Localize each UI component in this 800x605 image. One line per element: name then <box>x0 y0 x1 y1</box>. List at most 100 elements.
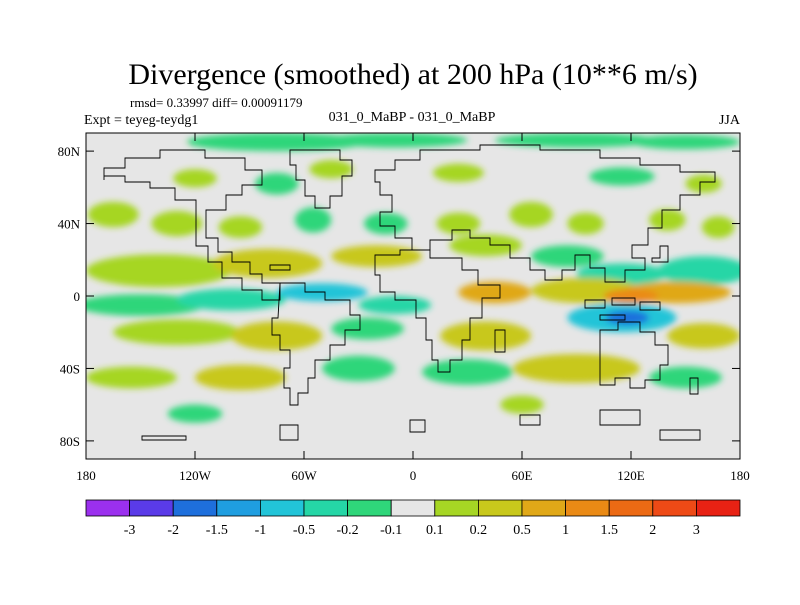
field-region-39 <box>440 321 532 351</box>
x-tick-label-3: 0 <box>410 468 417 483</box>
coast-new-zealand <box>689 377 699 395</box>
field-region-12 <box>151 210 203 237</box>
colorbar-swatch-5 <box>303 499 348 517</box>
coast-north-america <box>103 149 281 301</box>
coast-caribbean <box>269 264 291 271</box>
y-axis: 80N 40N 0 40S 80S <box>58 144 740 449</box>
colorbar-swatch-10 <box>521 499 566 517</box>
colorbar-swatch-0 <box>85 499 130 517</box>
field-region-25 <box>531 245 604 268</box>
stats-text: rmsd= 0.33997 diff= 0.00091179 <box>130 95 302 110</box>
field-region-31 <box>358 296 432 315</box>
coastline-outline <box>103 144 716 441</box>
experiment-label: Expt = teyeg-teydg1 <box>84 113 198 128</box>
field-region-11 <box>87 201 139 228</box>
colorbar-swatch-14 <box>696 499 741 517</box>
field-region-2 <box>322 133 468 148</box>
field-region-36 <box>113 319 241 345</box>
colorbar: -3 -2 -1.5 -1 -0.5 -0.2 -0.1 0.1 0.2 0.5 1 1.5 2 3 <box>85 499 741 538</box>
colorbar-label-6: -0.1 <box>380 523 402 538</box>
colorbar-swatch-13 <box>652 499 697 517</box>
field-region-7 <box>309 160 354 179</box>
field-region-24 <box>449 234 522 257</box>
colorbar-swatch-12 <box>608 499 654 517</box>
colorbar-label-12: 2 <box>649 523 656 538</box>
field-region-4 <box>631 134 740 150</box>
field-region-22 <box>213 248 323 278</box>
x-tick-label-4: 60E <box>512 468 533 483</box>
field-region-21 <box>86 254 232 287</box>
field-region-1 <box>185 133 368 152</box>
coast-indonesia <box>584 297 661 321</box>
field-region-49 <box>167 404 223 423</box>
field-region-17 <box>509 201 553 228</box>
field-region-23 <box>331 245 423 268</box>
field-region-16 <box>436 212 481 235</box>
field-region-29 <box>176 288 286 311</box>
divergence-field <box>86 133 740 423</box>
colorbar-swatch-2 <box>172 499 218 517</box>
field-region-32 <box>458 281 532 304</box>
x-tick-label-6: 180 <box>730 468 750 483</box>
x-axis: 180 120W 60W 0 60E 120E 180 <box>76 133 750 483</box>
colorbar-swatch-6 <box>347 499 392 517</box>
field-region-42 <box>667 323 740 349</box>
field-region-38 <box>331 317 404 340</box>
field-region-46 <box>422 359 513 385</box>
y-tick-label-0: 80N <box>58 144 81 159</box>
field-region-9 <box>589 167 655 186</box>
colorbar-label-2: -1.5 <box>206 523 228 538</box>
colorbar-label-9: 0.5 <box>513 523 531 538</box>
colorbar-label-0: -3 <box>124 523 136 538</box>
season-label: JJA <box>719 113 741 128</box>
colorbar-swatch-9 <box>477 499 523 517</box>
field-region-50 <box>500 395 544 414</box>
colorbar-label-10: 1 <box>562 523 569 538</box>
colorbar-swatch-7 <box>390 499 436 517</box>
colorbar-label-13: 3 <box>693 523 700 538</box>
y-tick-label-3: 40S <box>60 361 80 376</box>
y-tick-label-4: 80S <box>60 434 80 449</box>
x-tick-label-1: 120W <box>179 468 212 483</box>
field-region-13 <box>218 216 263 239</box>
field-region-44 <box>195 364 286 391</box>
field-region-14 <box>294 207 332 233</box>
field-region-10 <box>685 174 722 193</box>
x-tick-label-2: 60W <box>291 468 317 483</box>
coast-japan <box>651 245 669 263</box>
colorbar-label-1: -2 <box>167 523 179 538</box>
field-region-37 <box>231 321 323 351</box>
colorbar-swatch-8 <box>434 499 479 517</box>
field-region-5 <box>173 169 217 188</box>
field-region-6 <box>254 172 299 195</box>
field-region-35 <box>603 288 659 304</box>
field-region-20 <box>701 216 735 239</box>
colorbar-label-3: -1 <box>255 523 267 538</box>
coast-australia <box>599 321 669 389</box>
field-region-8 <box>432 163 484 182</box>
field-region-43 <box>86 366 177 389</box>
colorbar-swatch-11 <box>565 499 610 517</box>
field-region-28 <box>86 294 205 316</box>
y-tick-label-2: 0 <box>74 289 81 304</box>
x-tick-label-0: 180 <box>76 468 96 483</box>
field-region-48 <box>649 366 722 389</box>
field-region-27 <box>658 256 740 286</box>
colorbar-label-7: 0.1 <box>426 523 444 538</box>
chart-title: Divergence (smoothed) at 200 hPa (10**6 … <box>128 58 697 91</box>
colorbar-label-5: -0.2 <box>337 523 359 538</box>
coast-south-america <box>271 282 361 406</box>
colorbar-label-8: 0.2 <box>470 523 488 538</box>
colorbar-swatch-3 <box>216 499 261 517</box>
plot-area <box>86 133 740 459</box>
y-tick-label-1: 40N <box>58 217 81 232</box>
colorbar-swatch-1 <box>129 499 174 517</box>
field-region-18 <box>567 212 604 235</box>
field-region-47 <box>512 353 641 383</box>
coast-eurasia <box>374 144 716 283</box>
field-region-15 <box>363 212 408 235</box>
colorbar-label-4: -0.5 <box>293 523 315 538</box>
coast-africa <box>374 249 501 373</box>
